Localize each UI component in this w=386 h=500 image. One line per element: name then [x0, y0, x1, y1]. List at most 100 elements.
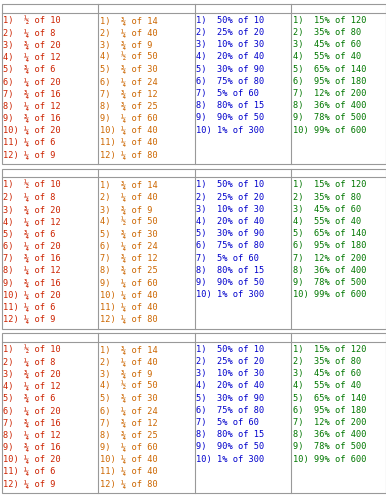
Text: 1)  50% of 10: 1) 50% of 10	[196, 345, 265, 354]
Text: 6)  ¼ of 24: 6) ¼ of 24	[100, 406, 158, 415]
Text: 1)  ¾ of 14: 1) ¾ of 14	[100, 16, 158, 25]
Text: 10) 1% of 300: 10) 1% of 300	[196, 290, 265, 299]
Text: 11) ¼ of 40: 11) ¼ of 40	[100, 466, 158, 475]
Text: 8)  ¾ of 25: 8) ¾ of 25	[100, 430, 158, 439]
Text: 7)  5% of 60: 7) 5% of 60	[196, 418, 259, 427]
Text: 2)  35% of 80: 2) 35% of 80	[293, 28, 361, 37]
Text: 11) ¼ of 6: 11) ¼ of 6	[3, 466, 56, 475]
Text: 5)  65% of 140: 5) 65% of 140	[293, 394, 366, 402]
Text: 9)  78% of 500: 9) 78% of 500	[293, 442, 366, 452]
Text: 5)  ¾ of 30: 5) ¾ of 30	[100, 64, 158, 74]
Text: 5)  30% of 90: 5) 30% of 90	[196, 64, 265, 74]
Text: 10) ¼ of 20: 10) ¼ of 20	[3, 454, 61, 464]
Text: 3)  45% of 60: 3) 45% of 60	[293, 40, 361, 50]
Text: 6)  ¼ of 24: 6) ¼ of 24	[100, 77, 158, 86]
Text: 12) ¼ of 80: 12) ¼ of 80	[100, 150, 158, 159]
Text: 10) 99% of 600: 10) 99% of 600	[293, 290, 366, 299]
Text: 8)  36% of 400: 8) 36% of 400	[293, 101, 366, 110]
Text: 5)  ¾ of 30: 5) ¾ of 30	[100, 394, 158, 402]
Text: 6)  75% of 80: 6) 75% of 80	[196, 77, 265, 86]
Text: 6)  ¼ of 20: 6) ¼ of 20	[3, 77, 61, 86]
Text: 2)  ¼ of 8: 2) ¼ of 8	[3, 357, 56, 366]
Text: 8)  ¼ of 12: 8) ¼ of 12	[3, 430, 61, 439]
Text: 2)  ¼ of 8: 2) ¼ of 8	[3, 28, 56, 37]
Text: 9)  90% of 50: 9) 90% of 50	[196, 114, 265, 122]
Text: 5)  30% of 90: 5) 30% of 90	[196, 229, 265, 238]
Text: 1)  15% of 120: 1) 15% of 120	[293, 345, 366, 354]
Text: 8)  80% of 15: 8) 80% of 15	[196, 101, 265, 110]
Text: 8)  ¼ of 12: 8) ¼ of 12	[3, 101, 61, 110]
Text: 4)  20% of 40: 4) 20% of 40	[196, 52, 265, 62]
Text: 12) ¼ of 9: 12) ¼ of 9	[3, 479, 56, 488]
Text: 8)  ¾ of 25: 8) ¾ of 25	[100, 101, 158, 110]
Text: 10) 99% of 600: 10) 99% of 600	[293, 126, 366, 134]
Text: 5)  ¾ of 6: 5) ¾ of 6	[3, 394, 56, 402]
Text: 4)  55% of 40: 4) 55% of 40	[293, 52, 361, 62]
Text: 3)  10% of 30: 3) 10% of 30	[196, 205, 265, 214]
Text: 6)  ¼ of 24: 6) ¼ of 24	[100, 242, 158, 250]
Text: 10) ¼ of 40: 10) ¼ of 40	[100, 126, 158, 134]
Text: 9)  ¼ of 60: 9) ¼ of 60	[100, 442, 158, 452]
Text: 9)  ¾ of 16: 9) ¾ of 16	[3, 114, 61, 122]
Text: 1)  15% of 120: 1) 15% of 120	[293, 16, 366, 25]
Text: 4)  ½ of 50: 4) ½ of 50	[100, 52, 158, 62]
Text: 3)  45% of 60: 3) 45% of 60	[293, 370, 361, 378]
Text: 5)  30% of 90: 5) 30% of 90	[196, 394, 265, 402]
Text: 4)  ¼ of 12: 4) ¼ of 12	[3, 52, 61, 62]
Bar	[2, 4, 386, 164]
Text: 5)  ¾ of 6: 5) ¾ of 6	[3, 229, 56, 238]
Text: 9)  ¼ of 60: 9) ¼ of 60	[100, 278, 158, 287]
Text: 6)  ¼ of 20: 6) ¼ of 20	[3, 242, 61, 250]
Text: 2)  ¼ of 40: 2) ¼ of 40	[100, 357, 158, 366]
Text: 9)  ¾ of 16: 9) ¾ of 16	[3, 278, 61, 287]
Text: 2)  ¼ of 40: 2) ¼ of 40	[100, 28, 158, 37]
Text: 11) ¼ of 40: 11) ¼ of 40	[100, 138, 158, 146]
Text: 6)  75% of 80: 6) 75% of 80	[196, 406, 265, 415]
Text: 7)  ¾ of 16: 7) ¾ of 16	[3, 254, 61, 262]
Text: 8)  80% of 15: 8) 80% of 15	[196, 430, 265, 439]
Text: 4)  ¼ of 12: 4) ¼ of 12	[3, 382, 61, 390]
Text: 12) ¼ of 80: 12) ¼ of 80	[100, 479, 158, 488]
Bar	[2, 333, 386, 493]
Text: 5)  ¾ of 6: 5) ¾ of 6	[3, 64, 56, 74]
Text: 9)  ¼ of 60: 9) ¼ of 60	[100, 114, 158, 122]
Text: 7)  ¾ of 12: 7) ¾ of 12	[100, 89, 158, 98]
Text: 4)  ¼ of 12: 4) ¼ of 12	[3, 217, 61, 226]
Text: 4)  55% of 40: 4) 55% of 40	[293, 217, 361, 226]
Text: 6)  95% of 180: 6) 95% of 180	[293, 77, 366, 86]
Text: 10) 1% of 300: 10) 1% of 300	[196, 126, 265, 134]
Text: 3)  10% of 30: 3) 10% of 30	[196, 40, 265, 50]
Text: 3)  45% of 60: 3) 45% of 60	[293, 205, 361, 214]
Text: 5)  65% of 140: 5) 65% of 140	[293, 64, 366, 74]
Text: 11) ¼ of 6: 11) ¼ of 6	[3, 138, 56, 146]
Text: 11) ¼ of 40: 11) ¼ of 40	[100, 302, 158, 311]
Text: 4)  ½ of 50: 4) ½ of 50	[100, 217, 158, 226]
Text: 6)  75% of 80: 6) 75% of 80	[196, 242, 265, 250]
Text: 3)  10% of 30: 3) 10% of 30	[196, 370, 265, 378]
Text: 7)  ¾ of 16: 7) ¾ of 16	[3, 89, 61, 98]
Text: 7)  5% of 60: 7) 5% of 60	[196, 254, 259, 262]
Text: 7)  ¾ of 16: 7) ¾ of 16	[3, 418, 61, 427]
Text: 9)  90% of 50: 9) 90% of 50	[196, 442, 265, 452]
Text: 7)  ¾ of 12: 7) ¾ of 12	[100, 254, 158, 262]
Text: 9)  90% of 50: 9) 90% of 50	[196, 278, 265, 287]
Text: 3)  ¾ of 9: 3) ¾ of 9	[100, 370, 152, 378]
Text: 1)  ½ of 10: 1) ½ of 10	[3, 180, 61, 190]
Text: 7)  12% of 200: 7) 12% of 200	[293, 418, 366, 427]
Text: 3)  ¾ of 20: 3) ¾ of 20	[3, 370, 61, 378]
Text: 10) ¼ of 40: 10) ¼ of 40	[100, 454, 158, 464]
Text: 1)  ½ of 10: 1) ½ of 10	[3, 345, 61, 354]
Text: 4)  ½ of 50: 4) ½ of 50	[100, 382, 158, 390]
Text: 2)  ¼ of 40: 2) ¼ of 40	[100, 192, 158, 202]
Text: 12) ¼ of 9: 12) ¼ of 9	[3, 314, 56, 324]
Text: 2)  35% of 80: 2) 35% of 80	[293, 192, 361, 202]
Text: 7)  ¾ of 12: 7) ¾ of 12	[100, 418, 158, 427]
Text: 12) ¼ of 80: 12) ¼ of 80	[100, 314, 158, 324]
Text: 4)  20% of 40: 4) 20% of 40	[196, 382, 265, 390]
Text: 7)  5% of 60: 7) 5% of 60	[196, 89, 259, 98]
Text: 10) 99% of 600: 10) 99% of 600	[293, 454, 366, 464]
Text: 7)  12% of 200: 7) 12% of 200	[293, 89, 366, 98]
Text: 2)  25% of 20: 2) 25% of 20	[196, 28, 265, 37]
Text: 2)  35% of 80: 2) 35% of 80	[293, 357, 361, 366]
Text: 1)  50% of 10: 1) 50% of 10	[196, 16, 265, 25]
